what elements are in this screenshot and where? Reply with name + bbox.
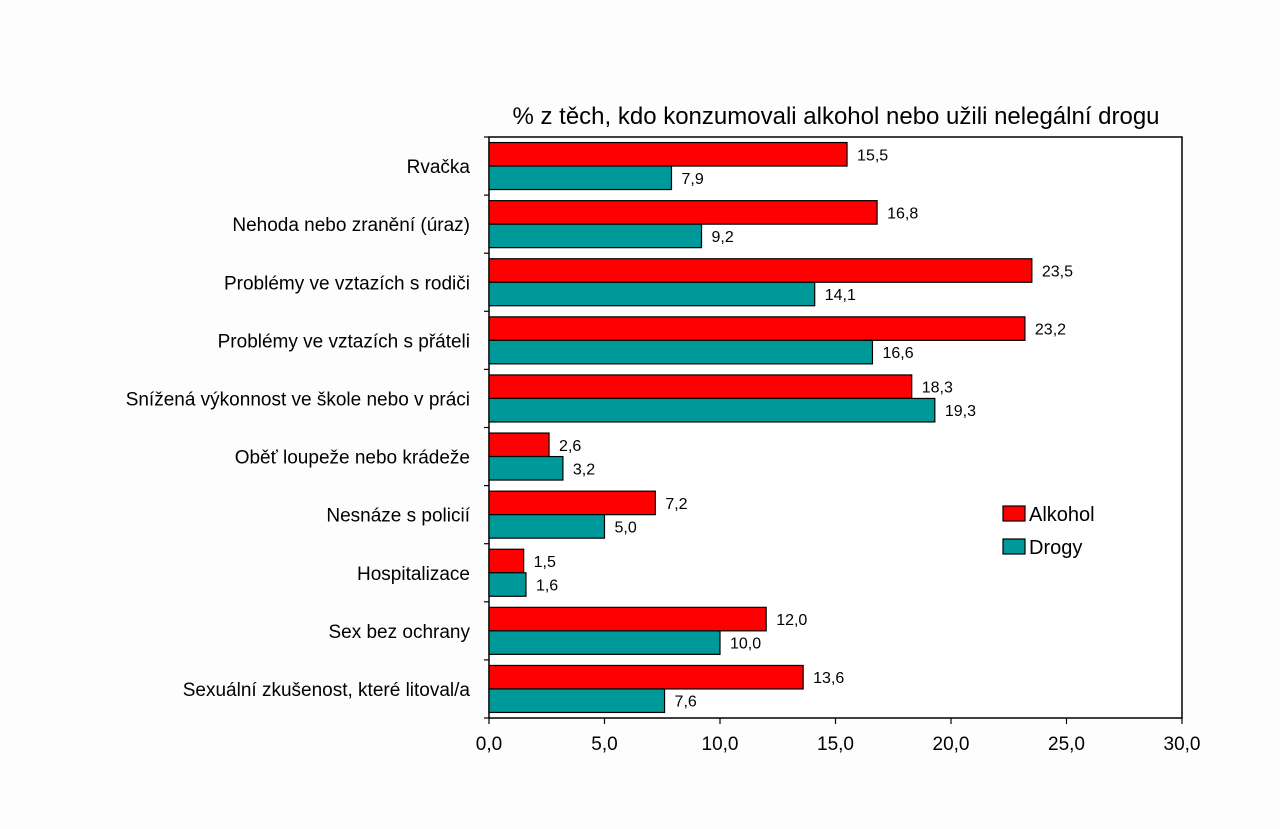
category-label: Problémy ve vztazích s rodiči — [224, 273, 470, 294]
x-tick-label: 10,0 — [702, 734, 739, 755]
bar-alkohol — [488, 432, 550, 458]
bar-alkohol — [488, 548, 525, 574]
data-label: 7,9 — [681, 171, 703, 188]
data-label: 5,0 — [615, 519, 637, 536]
chart-title: % z těch, kdo konzumovali alkohol nebo u… — [512, 103, 1159, 130]
category-label: Sex bez ochrany — [328, 622, 470, 643]
bar-alkohol — [488, 258, 1033, 283]
bar-drogy — [488, 514, 606, 539]
data-label: 10,0 — [730, 636, 761, 653]
data-label: 14,1 — [825, 287, 856, 304]
data-label: 16,6 — [882, 345, 913, 362]
bar-drogy — [488, 397, 936, 423]
legend-swatch-drogy — [1002, 538, 1026, 555]
category-label: Problémy ve vztazích s přáteli — [218, 331, 470, 352]
bar-alkohol — [488, 664, 804, 690]
bar-drogy — [488, 572, 527, 597]
data-label: 23,5 — [1042, 264, 1073, 281]
legend-swatch-alkohol — [1002, 505, 1026, 522]
data-label: 23,2 — [1035, 322, 1066, 339]
category-label: Oběť loupeže nebo krádeže — [235, 448, 470, 469]
data-label: 18,3 — [922, 380, 953, 397]
bar-alkohol — [488, 141, 848, 167]
data-label: 3,2 — [573, 461, 595, 478]
bar-drogy — [488, 339, 874, 365]
bar-alkohol — [488, 374, 913, 400]
bar-drogy — [488, 688, 666, 714]
data-label: 15,5 — [857, 147, 888, 164]
bar-alkohol — [488, 606, 767, 632]
category-label: Sexuální zkušenost, které litoval/a — [183, 680, 471, 701]
bar-drogy — [488, 281, 816, 307]
x-tick-label: 20,0 — [933, 734, 970, 755]
bar-drogy — [488, 165, 673, 191]
data-label: 2,6 — [559, 438, 581, 455]
category-label: Hospitalizace — [357, 564, 470, 585]
category-label: Nehoda nebo zranění (úraz) — [232, 215, 470, 236]
x-tick-label: 15,0 — [817, 734, 854, 755]
bar-alkohol — [488, 316, 1026, 341]
x-tick-label: 0,0 — [476, 734, 502, 755]
bar-drogy — [488, 455, 564, 481]
data-label: 13,6 — [813, 670, 844, 687]
legend: Alkohol Drogy — [1002, 504, 1095, 559]
bar-alkohol — [488, 200, 878, 225]
legend-label: Alkohol — [1029, 504, 1095, 526]
x-tick-label: 5,0 — [591, 734, 617, 755]
bar-alkohol — [488, 490, 656, 516]
data-label: 9,2 — [712, 229, 734, 246]
data-label: 7,6 — [675, 694, 697, 711]
data-label: 1,6 — [536, 578, 558, 595]
category-label: Snížená výkonnost ve škole nebo v práci — [126, 389, 470, 410]
legend-label: Drogy — [1029, 537, 1082, 559]
data-label: 16,8 — [887, 205, 918, 222]
bar-drogy — [488, 630, 721, 655]
category-label: Nesnáze s policií — [326, 506, 470, 527]
bar-drogy — [488, 223, 703, 249]
data-label: 12,0 — [776, 612, 807, 629]
data-label: 7,2 — [665, 496, 687, 513]
x-tick-label: 30,0 — [1164, 734, 1201, 755]
category-label: Rvačka — [407, 157, 471, 178]
data-label: 19,3 — [945, 403, 976, 420]
x-tick-label: 25,0 — [1048, 734, 1085, 755]
data-label: 1,5 — [534, 554, 556, 571]
